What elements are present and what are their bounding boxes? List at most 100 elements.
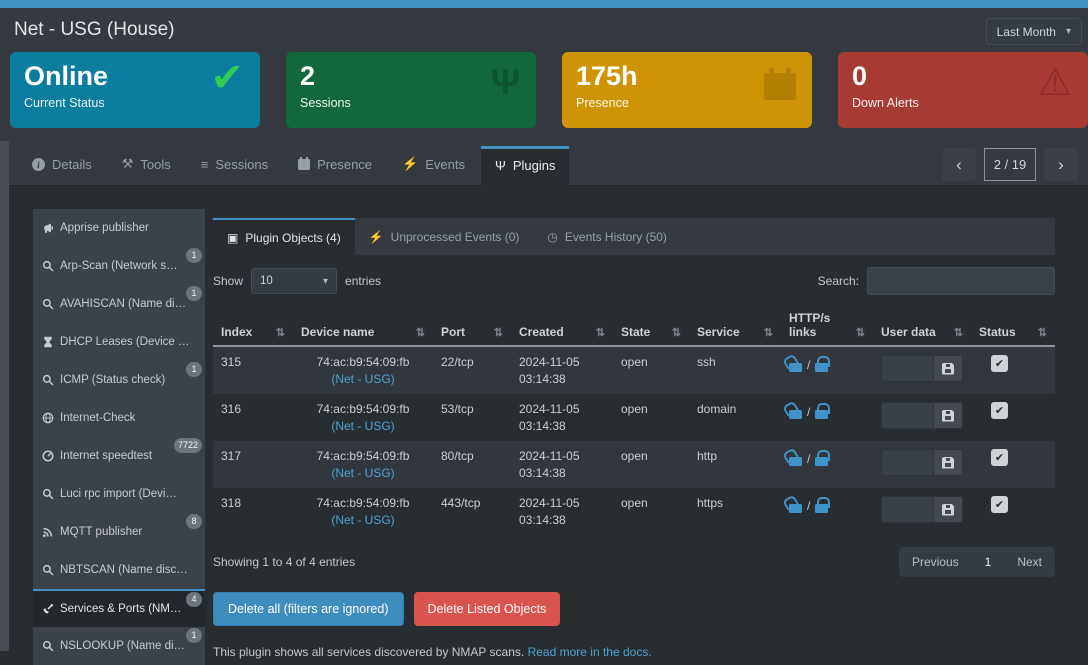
sidebar-item-nslookup[interactable]: NSLOOKUP (Name di… 1 [33, 627, 205, 665]
cell-device: 74:ac:b9:54:09:fb (Net - USG) [293, 488, 433, 535]
sort-icon[interactable]: ⇅ [671, 327, 681, 339]
tab-presence[interactable]: Presence [284, 146, 386, 185]
user-data-input[interactable] [881, 355, 933, 382]
user-data-input[interactable] [881, 449, 933, 476]
delete-listed-button[interactable]: Delete Listed Objects [413, 592, 561, 626]
page-number-button[interactable]: 1 [984, 555, 992, 569]
col-user-data[interactable]: User data ⇅ [881, 325, 963, 339]
sidebar-item-dhcp-leases[interactable]: DHCP Leases (Device … [33, 323, 205, 361]
sidebar-item-arp-scan[interactable]: Arp-Scan (Network s… 1 [33, 247, 205, 285]
save-button[interactable] [933, 402, 963, 429]
tab-plugins[interactable]: Ψ Plugins [480, 146, 570, 186]
col-service[interactable]: Service ⇅ [697, 325, 773, 339]
https-lock-icon[interactable] [815, 450, 831, 466]
save-button[interactable] [933, 449, 963, 476]
tab-label: Plugin Objects (4) [245, 230, 341, 245]
sort-icon[interactable]: ⇅ [275, 327, 285, 339]
period-selector-value: Last Month [996, 24, 1056, 39]
sidebar-item-luci-rpc-import[interactable]: Luci rpc import (Devi… [33, 475, 205, 513]
floppy-icon [942, 503, 954, 516]
tab-events[interactable]: ⚡ Events [388, 145, 479, 185]
sort-icon[interactable]: ⇅ [415, 327, 425, 339]
tab-plugin-objects[interactable]: ▣ Plugin Objects (4) [213, 218, 355, 255]
save-button[interactable] [933, 496, 963, 523]
http-unlock-icon[interactable] [789, 363, 802, 372]
https-lock-icon[interactable] [815, 403, 831, 419]
tab-unprocessed-events[interactable]: ⚡ Unprocessed Events (0) [355, 218, 534, 255]
sidebar-item-label: Internet-Check [60, 412, 136, 424]
user-data-input[interactable] [881, 496, 933, 523]
https-lock-icon[interactable] [815, 356, 831, 372]
device-mac: 74:ac:b9:54:09:fb [316, 449, 410, 463]
col-created[interactable]: Created ⇅ [519, 325, 605, 339]
col-state[interactable]: State ⇅ [621, 325, 681, 339]
search-input[interactable] [867, 267, 1055, 295]
col-port[interactable]: Port ⇅ [441, 325, 503, 339]
table-header-row: Index ⇅ Device name ⇅ Port ⇅ Created ⇅ State… [213, 305, 1055, 346]
status-checkbox[interactable]: ✔ [991, 355, 1008, 372]
rss-icon [43, 527, 53, 537]
col-https-links[interactable]: HTTP/s links ⇅ [789, 311, 865, 339]
http-unlock-icon[interactable] [789, 457, 802, 466]
sidebar-item-avahiscan[interactable]: AVAHISCAN (Name di… 1 [33, 285, 205, 323]
status-checkbox[interactable]: ✔ [991, 496, 1008, 513]
plug-icon: Ψ [494, 158, 506, 173]
cell-service: domain [697, 402, 737, 416]
tab-tools[interactable]: ⚒ Tools [108, 145, 185, 185]
sort-icon[interactable]: ⇅ [763, 327, 773, 339]
created-time: 03:14:38 [519, 372, 566, 386]
device-link[interactable]: (Net - USG) [331, 372, 395, 386]
sidebar-item-icmp[interactable]: ICMP (Status check) 1 [33, 361, 205, 399]
status-checkbox[interactable]: ✔ [991, 449, 1008, 466]
docs-link[interactable]: Read more in the docs. [527, 645, 652, 659]
sidebar-item-services-ports[interactable]: Services & Ports (NM… 4 [33, 589, 205, 627]
sort-icon[interactable]: ⇅ [493, 327, 503, 339]
pager-prev-button[interactable]: ‹ [942, 148, 976, 181]
https-lock-icon[interactable] [815, 497, 831, 513]
sort-icon[interactable]: ⇅ [1037, 327, 1047, 339]
created-date: 2024-11-05 [519, 496, 580, 510]
sidebar-item-label: DHCP Leases (Device … [60, 336, 190, 348]
period-selector[interactable]: Last Month ▾ [985, 18, 1082, 45]
tab-events-history[interactable]: ◷ Events History (50) [533, 218, 681, 255]
card-current-status: Online Current Status ✔ [10, 52, 260, 128]
tab-details[interactable]: i Details [18, 146, 106, 185]
sidebar-item-internet-check[interactable]: Internet-Check [33, 399, 205, 437]
device-pager: ‹ 2 / 19 › [942, 148, 1078, 181]
sidebar-item-internet-speedtest[interactable]: Internet speedtest 7722 [33, 437, 205, 475]
info-icon: i [32, 158, 45, 171]
next-page-button[interactable]: Next [1017, 555, 1042, 569]
pager-next-button[interactable]: › [1044, 148, 1078, 181]
created-date: 2024-11-05 [519, 402, 580, 416]
col-index[interactable]: Index ⇅ [221, 325, 285, 339]
card-label: Sessions [300, 96, 351, 111]
page-length-select[interactable]: 10 ▾ [251, 268, 338, 294]
sidebar-item-mqtt-publisher[interactable]: MQTT publisher 8 [33, 513, 205, 551]
card-label: Down Alerts [852, 96, 919, 111]
device-link[interactable]: (Net - USG) [331, 513, 395, 527]
status-cards: Online Current Status ✔ 2 Sessions Ψ 175… [10, 52, 1088, 128]
sidebar-item-nbtscan[interactable]: NBTSCAN (Name disc… [33, 551, 205, 589]
status-checkbox[interactable]: ✔ [991, 402, 1008, 419]
sort-icon[interactable]: ⇅ [855, 327, 865, 339]
save-button[interactable] [933, 355, 963, 382]
tab-label: Presence [317, 157, 373, 172]
device-link[interactable]: (Net - USG) [331, 419, 395, 433]
check-icon: ✔ [210, 56, 244, 100]
cell-created: 2024-11-05 03:14:38 [511, 394, 613, 441]
col-status[interactable]: Status ⇅ [979, 325, 1047, 339]
delete-all-button[interactable]: Delete all (filters are ignored) [213, 592, 404, 626]
sort-icon[interactable]: ⇅ [953, 327, 963, 339]
user-data-input[interactable] [881, 402, 933, 429]
left-scrollbar[interactable] [0, 141, 9, 651]
tab-sessions[interactable]: ≡ Sessions [187, 146, 282, 185]
sort-icon[interactable]: ⇅ [595, 327, 605, 339]
device-link[interactable]: (Net - USG) [331, 466, 395, 480]
sidebar-item-apprise-publisher[interactable]: Apprise publisher [33, 209, 205, 247]
http-unlock-icon[interactable] [789, 504, 802, 513]
http-unlock-icon[interactable] [789, 410, 802, 419]
previous-page-button[interactable]: Previous [911, 555, 959, 569]
col-device-name[interactable]: Device name ⇅ [301, 325, 425, 339]
table-controls: Show 10 ▾ entries Search: [213, 267, 1055, 295]
megaphone-icon [44, 223, 53, 233]
